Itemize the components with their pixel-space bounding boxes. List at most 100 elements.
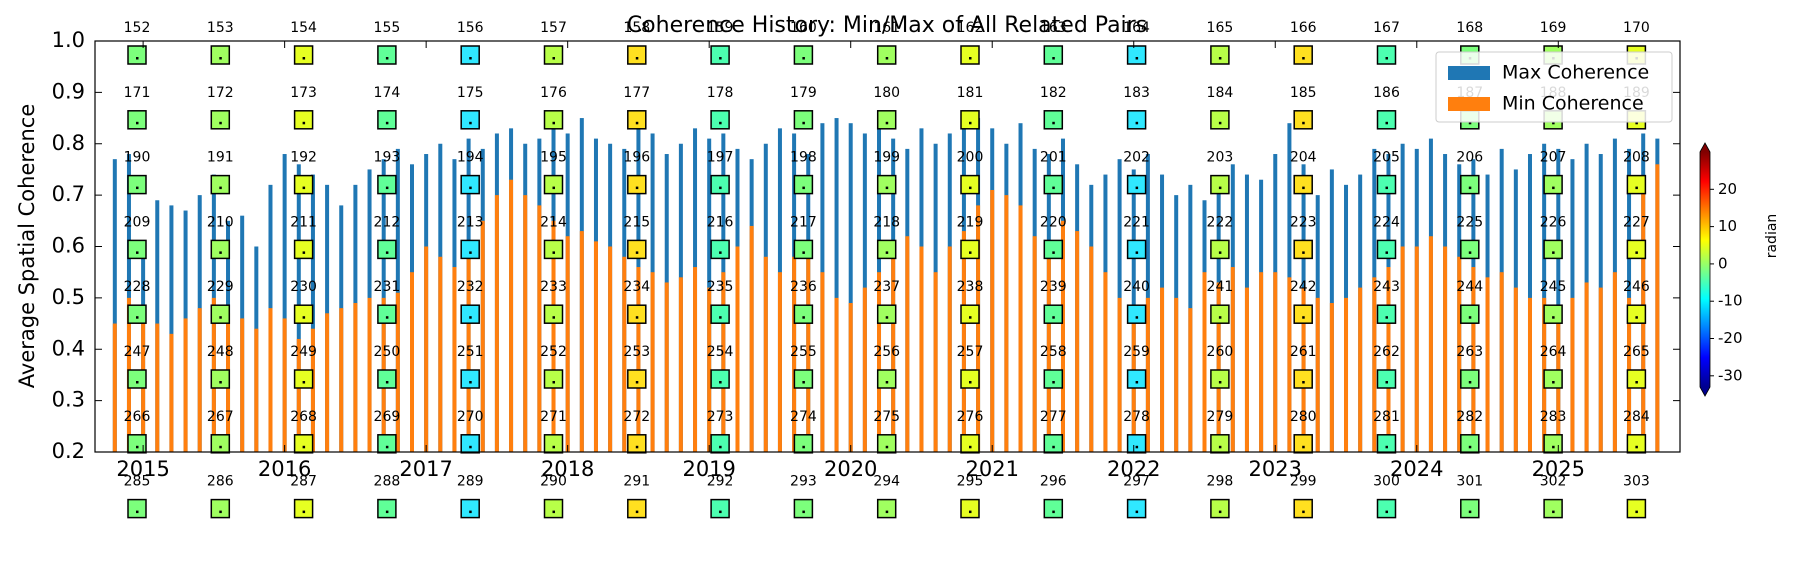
thumbnail [1543,369,1563,389]
thumbnail-dot [385,510,389,514]
thumbnail-dot [969,251,972,254]
bar [664,282,669,452]
thumbnail [210,110,231,130]
thumbnail-dot [1385,251,1388,254]
bar [1443,246,1448,452]
x-tick-label: 2023 [1249,457,1302,481]
thumbnail-dot [302,186,306,190]
thumbnail [377,239,397,260]
thumbnail-label: 271 [540,409,567,425]
bars [112,118,1660,453]
thumbnail-label: 175 [457,85,484,101]
thumbnail-dot [469,121,472,125]
thumbnail-dot [1385,57,1388,60]
thumbnail-dot [1052,121,1055,125]
bar [1202,272,1207,452]
thumbnail [793,434,814,454]
thumbnail [793,304,814,324]
thumbnail-label: 256 [873,344,900,360]
bar [862,287,867,452]
thumbnail [1210,498,1230,519]
thumbnail [1543,498,1563,519]
thumbnail-label: 152 [124,20,151,36]
bar [1612,272,1617,452]
colorbar-tick-label: 20 [1718,180,1737,198]
thumbnail [793,369,814,389]
thumbnail-label: 274 [790,409,817,425]
thumbnail [1293,434,1313,454]
thumbnail-label: 211 [290,214,317,230]
bar [848,123,853,452]
x-tick-label: 2018 [541,457,594,481]
thumbnail-label: 272 [623,409,650,425]
thumbnail-dot [136,510,139,514]
thumbnail [627,110,647,130]
thumbnail-dot [1218,251,1222,254]
thumbnail-dot [469,510,472,514]
thumbnail-label: 167 [1373,20,1400,36]
thumbnail [460,174,480,195]
thumbnail-dot [1135,445,1139,449]
thumbnail-label: 244 [1456,279,1483,295]
x-tick-label: 2025 [1532,457,1585,481]
thumbnail [1376,174,1397,195]
thumbnail-label: 221 [1123,214,1150,230]
thumbnail-dot [1052,316,1055,319]
thumbnail-dot [719,186,722,190]
thumbnail-dot [136,121,139,125]
thumbnail-dot [1552,445,1555,449]
thumbnail [543,174,564,195]
thumbnail [876,369,897,389]
bar [848,303,853,452]
thumbnail [1043,45,1064,65]
bar [254,328,259,452]
bar [877,272,882,452]
thumbnail-label: 177 [623,85,650,101]
thumbnail-dot [1135,251,1139,254]
thumbnail-label: 219 [957,214,984,230]
thumbnail [1293,369,1313,389]
thumbnail-label: 240 [1123,279,1150,295]
thumbnail-dot [635,121,639,125]
thumbnail-label: 245 [1540,279,1567,295]
thumbnail-dot [1635,186,1638,190]
thumbnail [793,110,814,130]
thumbnail-dot [802,251,805,254]
thumbnail [543,498,564,519]
bar [1089,246,1094,452]
bar [891,256,896,452]
thumbnail-label: 300 [1373,474,1400,490]
thumbnail-dot [802,121,805,125]
thumbnail [377,304,397,324]
thumbnail-dot [385,121,389,125]
thumbnail-label: 235 [707,279,734,295]
thumbnail-dot [1635,316,1638,319]
thumbnail-label: 257 [957,344,984,360]
thumbnail-label: 242 [1290,279,1317,295]
bar [353,303,358,452]
thumbnail [710,498,730,519]
thumbnail-dot [635,316,639,319]
thumbnail-label: 292 [707,474,734,490]
thumbnail [210,174,231,195]
thumbnail-label: 182 [1040,85,1067,101]
thumbnail-dot [552,251,555,254]
thumbnail [127,239,147,260]
thumbnail-label: 275 [873,409,900,425]
thumbnail-dot [969,445,972,449]
thumbnail [1376,434,1397,454]
thumbnail-label: 230 [290,279,317,295]
bar [1556,148,1561,452]
thumbnail-dot [302,57,306,60]
thumbnail [793,45,814,65]
thumbnail [627,174,647,195]
thumbnail [1126,45,1147,65]
bar [523,195,528,452]
colorbar-extend-top [1700,143,1710,152]
thumbnail-label: 172 [207,85,234,101]
thumbnail [1626,174,1647,195]
thumbnail [627,45,647,65]
x-tick-label: 2015 [116,457,169,481]
thumbnail-dot [136,316,139,319]
thumbnail-label: 267 [207,409,234,425]
